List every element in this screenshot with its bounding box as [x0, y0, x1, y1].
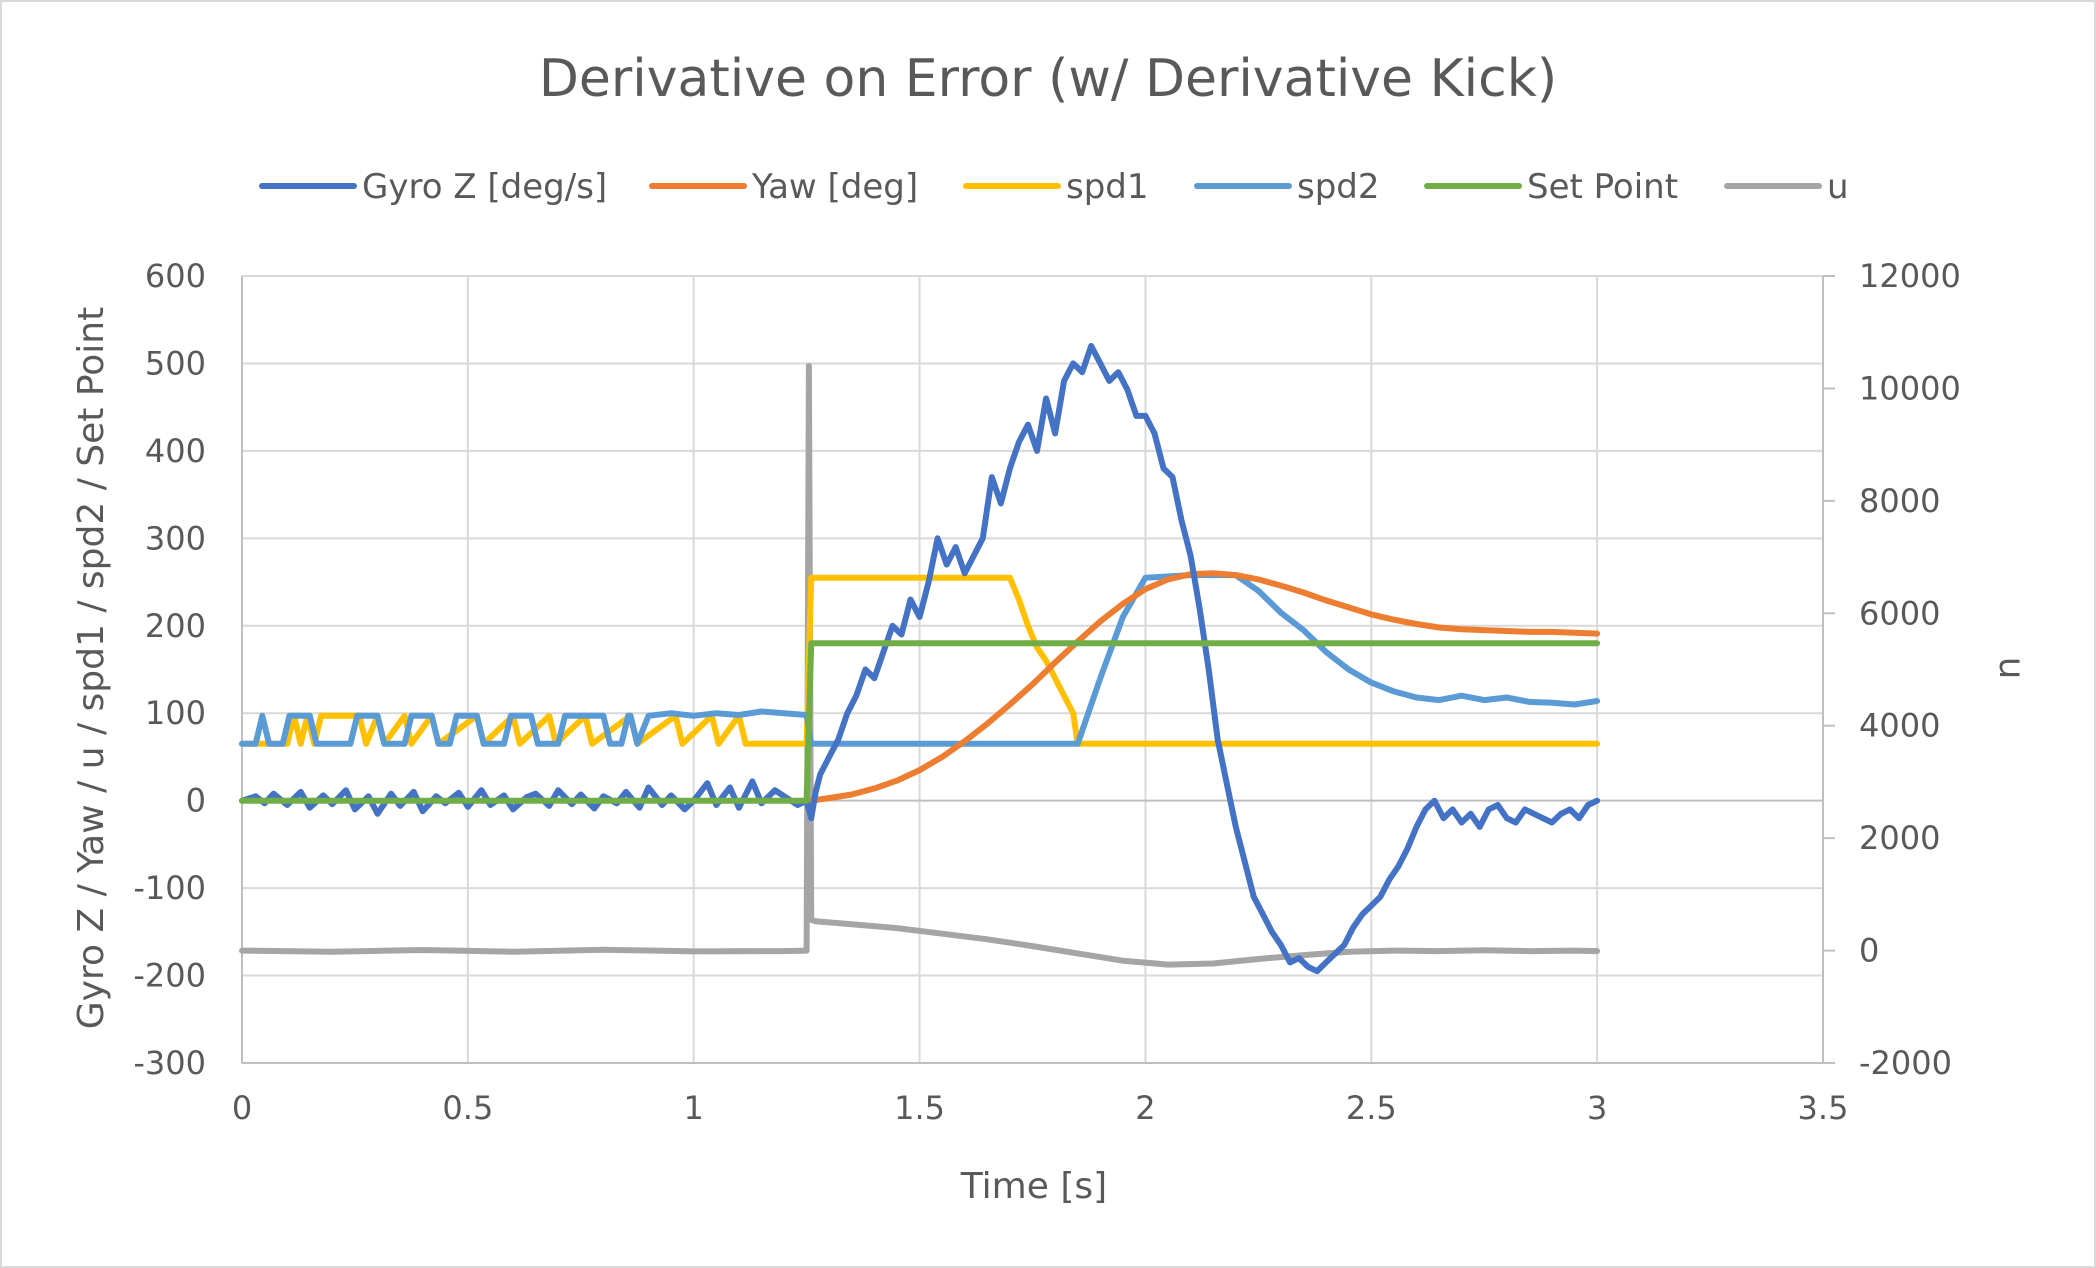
x-tick-label: 1.5	[894, 1089, 945, 1127]
legend-item: spd1	[963, 167, 1149, 207]
legend-item: spd2	[1194, 167, 1380, 207]
legend-label: Gyro Z [deg/s]	[362, 167, 607, 207]
y2-tick-label: 8000	[1859, 482, 1940, 520]
legend-item: Gyro Z [deg/s]	[259, 167, 607, 207]
y-tick-label: -300	[133, 1044, 206, 1082]
x-tick-label: 2.5	[1346, 1089, 1397, 1127]
y2-tick-label: 0	[1859, 932, 1879, 970]
x-tick-label: 3.5	[1798, 1089, 1849, 1127]
legend-label: spd1	[1066, 167, 1149, 207]
y2-tick-label: 12000	[1859, 257, 1961, 295]
y2-tick-label: -2000	[1859, 1044, 1952, 1082]
y-tick-label: 0	[186, 782, 206, 820]
y2-tick-label: 6000	[1859, 594, 1940, 632]
series-line-spd2	[239, 572, 1601, 747]
y-tick-label: 500	[145, 344, 206, 382]
axes: 0 0.5 1 1.5 2 2.5 3 3.5 600 500 400 300 200 100 0 -100 -…	[133, 257, 1960, 1127]
y2-tick-label: 10000	[1859, 369, 1961, 407]
y-axis-title: Gyro Z / Yaw / u / spd1 / spd2 / Set Poi…	[71, 307, 112, 1029]
legend-label: spd2	[1297, 167, 1380, 207]
legend-label: Set Point	[1527, 167, 1678, 207]
y-tick-label: 200	[145, 607, 206, 645]
legend-item: Set Point	[1424, 167, 1678, 207]
legend-item: u	[1724, 167, 1849, 207]
x-tick-label: 0.5	[442, 1089, 493, 1127]
y2-tick-label: 4000	[1859, 707, 1940, 745]
y-tick-label: 100	[145, 694, 206, 732]
y2-tick-label: 2000	[1859, 819, 1940, 857]
x-tick-label: 3	[1587, 1089, 1607, 1127]
chart-title: Derivative on Error (w/ Derivative Kick)	[539, 49, 1557, 109]
x-axis-title: Time [s]	[960, 1166, 1107, 1207]
series-lines	[239, 343, 1601, 975]
legend-label: u	[1827, 167, 1849, 207]
series-line-yaw-deg	[808, 570, 1601, 804]
y-tick-label: 300	[145, 519, 206, 557]
y-tick-label: -100	[133, 869, 206, 907]
legend-label: Yaw [deg]	[751, 167, 918, 207]
y2-axis-title: u	[1991, 657, 2032, 680]
x-tick-label: 2	[1135, 1089, 1155, 1127]
legend-item: Yaw [deg]	[649, 167, 918, 207]
y-tick-label: 400	[145, 432, 206, 470]
x-tick-label: 0	[232, 1089, 252, 1127]
x-tick-label: 1	[684, 1089, 704, 1127]
legend: Gyro Z [deg/s] Yaw [deg] spd1 spd2 Set Point…	[259, 167, 1849, 207]
series-line-u	[239, 362, 1601, 968]
y-tick-label: 600	[145, 257, 206, 295]
y-tick-label: -200	[133, 957, 206, 995]
series-line-set-point	[239, 640, 1601, 804]
